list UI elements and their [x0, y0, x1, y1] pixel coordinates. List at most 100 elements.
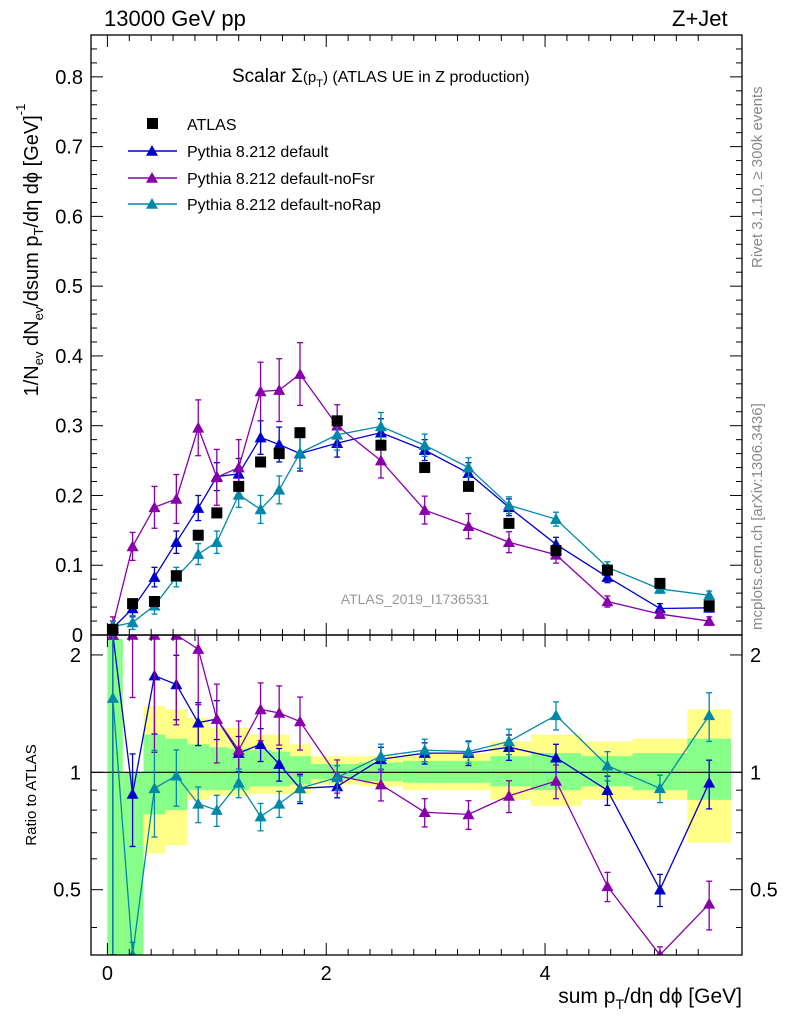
legend-marker-atlas: [147, 118, 158, 129]
data-point-atlas: [294, 427, 306, 439]
data-point-atlas: [703, 600, 715, 612]
data-point-pythia-8-212-default-nofsr: [148, 501, 161, 513]
ratio-point-pythia-8-212-default-norap: [106, 692, 119, 703]
ratio-point-pythia-8-212-default: [254, 738, 267, 750]
data-point-pythia-8-212-default-nofsr: [126, 540, 139, 552]
data-point-pythia-8-212-default-norap: [331, 428, 344, 440]
ratio-band-green: [290, 756, 311, 785]
x-tick-label: 2: [321, 963, 332, 985]
ratio-point-pythia-8-212-default-nofsr: [293, 715, 306, 727]
ratio-point-pythia-8-212-default-nofsr: [462, 808, 475, 820]
data-point-atlas: [654, 577, 666, 589]
y-axis-label: 1/Nev dNev/dsum pT/dη dϕ [GeV]-1: [13, 104, 46, 397]
ratio-band-green: [209, 747, 228, 791]
ratio-frame: [90, 634, 743, 956]
data-point-pythia-8-212-default-norap: [550, 513, 562, 524]
data-point-pythia-8-212-default-norap: [273, 483, 286, 495]
ratio-point-pythia-8-212-default-norap: [703, 709, 716, 721]
legend-label-pythia-8-212-default-nofsr: Pythia 8.212 default-noFsr: [187, 171, 375, 188]
data-point-pythia-8-212-default-norap: [293, 446, 306, 458]
header-left: 13000 GeV pp: [104, 6, 246, 31]
ratio-point-pythia-8-212-default-nofsr: [273, 706, 286, 718]
ratio-tick-label-right: 2: [750, 645, 761, 667]
header-right: Z+Jet: [672, 6, 728, 31]
y-tick-label: 0.1: [55, 555, 83, 577]
ratio-y-axis-label: Ratio to ATLAS: [23, 744, 40, 845]
ratio-point-pythia-8-212-default: [703, 776, 716, 788]
ratio-point-pythia-8-212-default-norap: [374, 750, 387, 761]
data-point-pythia-8-212-default-nofsr: [192, 421, 205, 433]
ratio-tick-label-right: 1: [750, 762, 761, 784]
data-point-pythia-8-212-default-nofsr: [210, 471, 223, 483]
data-point-atlas: [255, 456, 267, 468]
ratio-point-pythia-8-212-default-norap: [192, 797, 205, 809]
ratio-point-pythia-8-212-default: [653, 883, 666, 895]
data-point-atlas: [233, 480, 245, 492]
ratio-point-pythia-8-212-default-norap: [232, 776, 245, 788]
ratio-point-pythia-8-212-default-norap: [550, 709, 562, 721]
ratio-point-pythia-8-212-default-norap: [148, 782, 161, 794]
data-point-pythia-8-212-default-nofsr: [601, 595, 614, 607]
y-tick-label: 0.2: [55, 485, 83, 507]
ratio-point-pythia-8-212-default-norap: [129, 949, 136, 955]
ratio-point-pythia-8-212-default-nofsr: [374, 778, 387, 790]
data-point-atlas: [550, 545, 562, 557]
data-point-atlas: [601, 564, 613, 576]
ratio-point-pythia-8-212-default-norap: [254, 810, 267, 822]
legend-label-pythia-8-212-default-norap: Pythia 8.212 default-noRap: [187, 197, 381, 214]
data-point-pythia-8-212-default-norap: [232, 488, 245, 500]
data-point-pythia-8-212-default-norap: [418, 439, 431, 451]
ratio-point-pythia-8-212-default-norap: [653, 782, 666, 794]
data-point-atlas: [127, 598, 139, 610]
ratio-tick-label-right: 0.5: [750, 880, 778, 902]
y-tick-label: 0.6: [55, 206, 83, 228]
data-point-pythia-8-212-default-norap: [502, 499, 515, 511]
data-point-pythia-8-212-default: [254, 431, 267, 443]
data-point-pythia-8-212-default-nofsr: [653, 608, 666, 619]
ratio-band-green: [249, 750, 272, 787]
ratio-point-pythia-8-212-default: [126, 787, 139, 799]
ratio-point-pythia-8-212-default-norap: [331, 771, 344, 783]
ratio-band-green: [107, 638, 123, 955]
ratio-tick-label: 0.5: [53, 880, 81, 902]
ratio-point-pythia-8-212-default: [192, 716, 205, 728]
ratio-point-pythia-8-212-default-norap: [462, 745, 475, 757]
data-point-pythia-8-212-default-norap: [374, 420, 387, 432]
data-point-atlas: [462, 480, 474, 492]
ratio-point-pythia-8-212-default-norap: [170, 769, 183, 781]
data-point-atlas: [273, 448, 285, 460]
data-point-pythia-8-212-default-nofsr: [170, 492, 183, 504]
legend-label-pythia-8-212-default: Pythia 8.212 default: [187, 144, 329, 161]
ratio-tick-label: 1: [70, 762, 81, 784]
data-point-atlas: [375, 439, 387, 451]
ratio-point-pythia-8-212-default-nofsr: [703, 897, 716, 909]
ratio-point-pythia-8-212-default-nofsr: [601, 880, 614, 892]
data-point-atlas: [148, 596, 160, 608]
chart-title: Scalar Σ(pT) (ATLAS UE in Z production): [232, 66, 530, 90]
ratio-point-pythia-8-212-default-nofsr: [550, 775, 562, 786]
y-tick-label: 0.5: [55, 276, 83, 298]
data-point-pythia-8-212-default: [653, 602, 666, 614]
analysis-label: ATLAS_2019_I1736531: [341, 591, 490, 607]
ratio-point-pythia-8-212-default-nofsr: [418, 806, 431, 818]
main-panel: [106, 342, 716, 635]
data-point-pythia-8-212-default: [170, 536, 183, 548]
data-point-atlas: [192, 529, 204, 541]
ratio-point-pythia-8-212-default-norap: [273, 797, 286, 809]
legend-label-atlas: ATLAS: [187, 117, 237, 134]
ratio-point-pythia-8-212-default: [273, 758, 286, 769]
y-tick-label: 0: [72, 625, 83, 647]
data-point-pythia-8-212-default-nofsr: [254, 385, 267, 397]
series-line-pythia-8-212-default-nofsr: [112, 373, 710, 626]
ratio-point-pythia-8-212-default-nofsr: [656, 949, 664, 955]
data-point-pythia-8-212-default: [601, 571, 614, 582]
data-point-pythia-8-212-default-norap: [703, 589, 716, 601]
data-point-pythia-8-212-default-nofsr: [273, 384, 286, 395]
data-point-pythia-8-212-default-nofsr: [293, 368, 306, 379]
data-point-pythia-8-212-default: [273, 438, 286, 450]
ratio-band-green: [490, 756, 531, 787]
data-point-pythia-8-212-default-norap: [126, 616, 139, 628]
data-point-pythia-8-212-default: [148, 571, 161, 582]
ratio-point-pythia-8-212-default-nofsr: [192, 643, 205, 654]
data-point-atlas: [107, 623, 119, 635]
